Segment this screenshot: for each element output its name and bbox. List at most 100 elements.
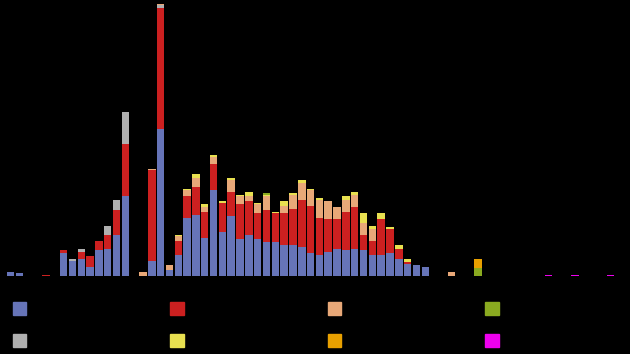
Bar xyxy=(307,253,314,276)
Bar xyxy=(369,225,376,229)
Bar xyxy=(42,275,50,276)
Bar xyxy=(254,213,261,239)
Bar xyxy=(227,179,235,192)
Bar xyxy=(104,235,112,249)
Bar xyxy=(342,250,350,276)
Bar xyxy=(210,190,217,276)
Bar xyxy=(166,270,173,276)
Bar xyxy=(139,272,147,276)
Bar xyxy=(113,210,120,235)
Bar xyxy=(263,210,270,242)
Bar xyxy=(183,218,191,276)
Bar xyxy=(386,227,394,229)
Bar xyxy=(307,189,314,190)
Bar xyxy=(298,200,306,247)
Bar xyxy=(157,4,164,5)
Bar xyxy=(263,242,270,276)
Bar xyxy=(254,202,261,204)
Bar xyxy=(404,262,411,264)
Bar xyxy=(175,241,182,255)
Bar xyxy=(183,189,191,190)
Bar xyxy=(316,255,323,276)
Bar xyxy=(280,201,288,206)
Bar xyxy=(360,223,367,235)
Bar xyxy=(95,250,103,276)
Bar xyxy=(413,266,420,276)
Bar xyxy=(351,249,358,276)
Bar xyxy=(175,235,182,236)
Bar xyxy=(245,192,253,196)
Bar xyxy=(386,253,394,276)
Bar xyxy=(474,268,482,276)
Bar xyxy=(60,253,67,276)
Bar xyxy=(201,212,209,238)
Bar xyxy=(113,235,120,276)
Bar xyxy=(16,273,23,276)
Bar xyxy=(307,206,314,253)
Bar xyxy=(289,209,297,245)
Bar xyxy=(298,179,306,183)
Bar xyxy=(227,178,235,179)
Bar xyxy=(289,193,297,195)
Bar xyxy=(201,238,209,276)
Bar xyxy=(386,229,394,253)
Bar xyxy=(316,198,323,200)
Bar xyxy=(272,242,279,276)
Bar xyxy=(219,201,226,202)
Bar xyxy=(360,235,367,250)
Bar xyxy=(245,201,253,235)
Bar xyxy=(342,212,350,250)
Bar xyxy=(254,239,261,276)
Bar xyxy=(122,196,129,276)
Bar xyxy=(236,239,244,276)
Bar xyxy=(263,196,270,210)
Bar xyxy=(607,275,614,276)
Bar xyxy=(77,252,85,259)
Bar xyxy=(377,213,385,219)
Bar xyxy=(236,195,244,196)
Bar xyxy=(148,261,156,276)
Bar xyxy=(342,196,350,200)
Bar xyxy=(395,249,403,259)
Bar xyxy=(324,252,332,276)
Bar xyxy=(95,241,103,250)
Bar xyxy=(307,190,314,206)
Bar xyxy=(210,155,217,157)
Bar xyxy=(77,259,85,276)
Bar xyxy=(280,206,288,213)
Bar xyxy=(316,200,323,218)
Bar xyxy=(369,255,376,276)
Bar xyxy=(122,112,129,144)
Bar xyxy=(404,259,411,262)
Bar xyxy=(333,249,341,276)
Bar xyxy=(122,144,129,196)
Bar xyxy=(280,245,288,276)
Bar xyxy=(298,247,306,276)
Bar xyxy=(395,259,403,276)
Bar xyxy=(210,157,217,164)
Bar xyxy=(324,201,332,219)
Bar xyxy=(157,129,164,276)
Bar xyxy=(421,267,429,276)
Bar xyxy=(448,272,455,276)
Bar xyxy=(219,232,226,276)
Bar xyxy=(272,213,279,242)
Bar xyxy=(298,183,306,200)
Bar xyxy=(104,225,112,235)
Bar xyxy=(342,200,350,212)
Bar xyxy=(219,202,226,232)
Bar xyxy=(201,207,209,212)
Bar xyxy=(272,212,279,213)
Bar xyxy=(280,213,288,245)
Bar xyxy=(175,236,182,241)
Bar xyxy=(254,204,261,213)
Bar xyxy=(113,200,120,210)
Bar xyxy=(333,207,341,219)
Bar xyxy=(86,267,94,276)
Bar xyxy=(192,173,200,178)
Bar xyxy=(69,261,76,276)
Bar xyxy=(333,219,341,249)
Bar xyxy=(369,241,376,255)
Bar xyxy=(369,229,376,241)
Bar xyxy=(192,178,200,187)
